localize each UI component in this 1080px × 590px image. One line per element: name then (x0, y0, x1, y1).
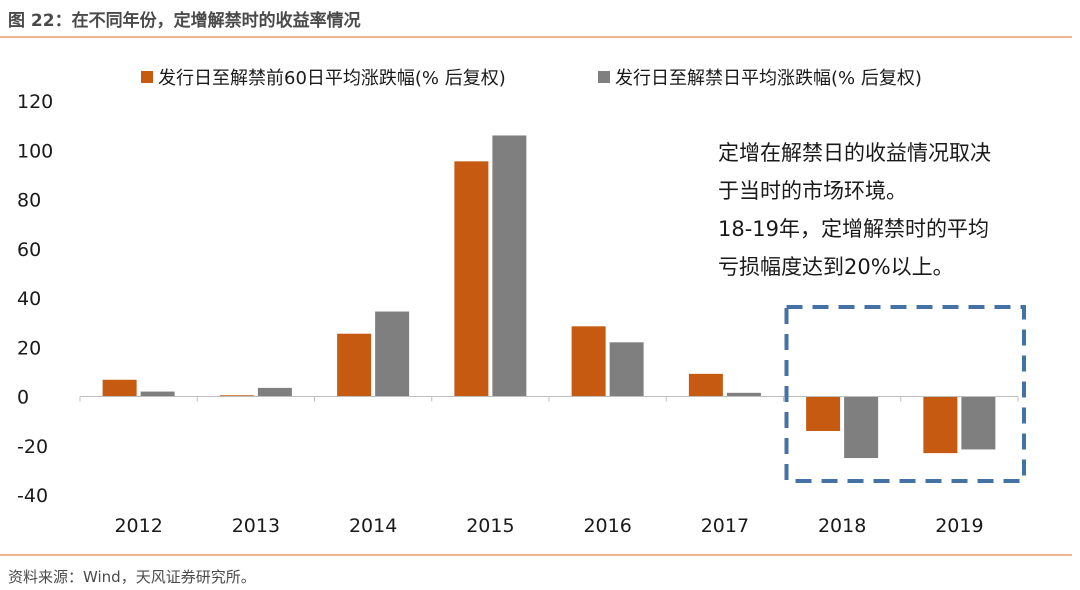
figure-title: 图 22：在不同年份，定增解禁时的收益率情况 (8, 11, 361, 31)
y-tick-label: 80 (17, 190, 41, 212)
legend-label: 发行日至解禁日平均涨跌幅(% 后复权) (615, 68, 922, 89)
y-tick-label: 100 (17, 140, 53, 162)
x-tick-label: 2017 (701, 515, 749, 537)
bar-unlock-2018 (844, 396, 879, 459)
x-tick-label: 2015 (466, 515, 514, 537)
title-divider (0, 36, 1072, 38)
x-axis: 2012 2013 2014 2015 2016 2017 2018 2019 (114, 515, 983, 537)
y-tick-label: -40 (17, 485, 48, 507)
bar-unlock-2015 (492, 135, 527, 397)
x-tick-label: 2016 (583, 515, 631, 537)
highlight-dashed-box (784, 305, 1026, 483)
legend-swatch (598, 71, 610, 83)
y-tick-label: 120 (17, 91, 53, 113)
bar-pre60-2016 (571, 326, 606, 397)
source-note: 资料来源：Wind，天风证券研究所。 (8, 568, 256, 586)
bar-pre60-2018 (806, 396, 841, 431)
highlight-box (784, 305, 1026, 483)
bar-pre60-2014 (337, 333, 372, 397)
zero-axis (79, 396, 1019, 402)
y-tick-label: -20 (17, 436, 48, 458)
bar-unlock-2012 (140, 391, 175, 397)
bar-pre60-2012 (102, 379, 137, 397)
footer-divider (0, 554, 1072, 556)
bar-pre60-2017 (688, 373, 723, 397)
x-tick-label: 2019 (935, 515, 983, 537)
bar-unlock-2013 (257, 387, 292, 397)
x-tick-label: 2018 (818, 515, 866, 537)
y-axis: -40 -20 0 20 40 60 80 100 120 (17, 91, 53, 507)
x-tick-label: 2013 (232, 515, 280, 537)
bar-pre60-2013 (219, 395, 254, 397)
legend-swatch (141, 71, 153, 83)
bar-unlock-2019 (961, 396, 996, 450)
chart-legend: 发行日至解禁前60日平均涨跌幅(% 后复权) 发行日至解禁日平均涨跌幅(% 后复权… (141, 68, 922, 89)
annotation-line: 18-19年，定增解禁时的平均 (718, 217, 990, 241)
x-tick-label: 2014 (349, 515, 397, 537)
y-tick-label: 0 (17, 387, 29, 409)
x-tick-label: 2012 (114, 515, 162, 537)
bar-unlock-2016 (609, 342, 644, 397)
y-tick-label: 40 (17, 288, 41, 310)
annotation-line: 亏损幅度达到20%以上。 (718, 255, 954, 279)
bars (102, 135, 996, 459)
y-tick-label: 60 (17, 239, 41, 261)
annotation-line: 定增在解禁日的收益情况取决 (718, 141, 991, 165)
annotation-line: 于当时的市场环境。 (718, 179, 907, 203)
chart-annotation: 定增在解禁日的收益情况取决 于当时的市场环境。 18-19年，定增解禁时的平均 … (718, 134, 1048, 286)
y-tick-label: 20 (17, 337, 41, 359)
bar-unlock-2014 (375, 311, 410, 397)
bar-unlock-2017 (726, 392, 761, 397)
bar-pre60-2015 (454, 161, 489, 397)
legend-label: 发行日至解禁前60日平均涨跌幅(% 后复权) (158, 68, 506, 89)
bar-pre60-2019 (923, 396, 958, 454)
